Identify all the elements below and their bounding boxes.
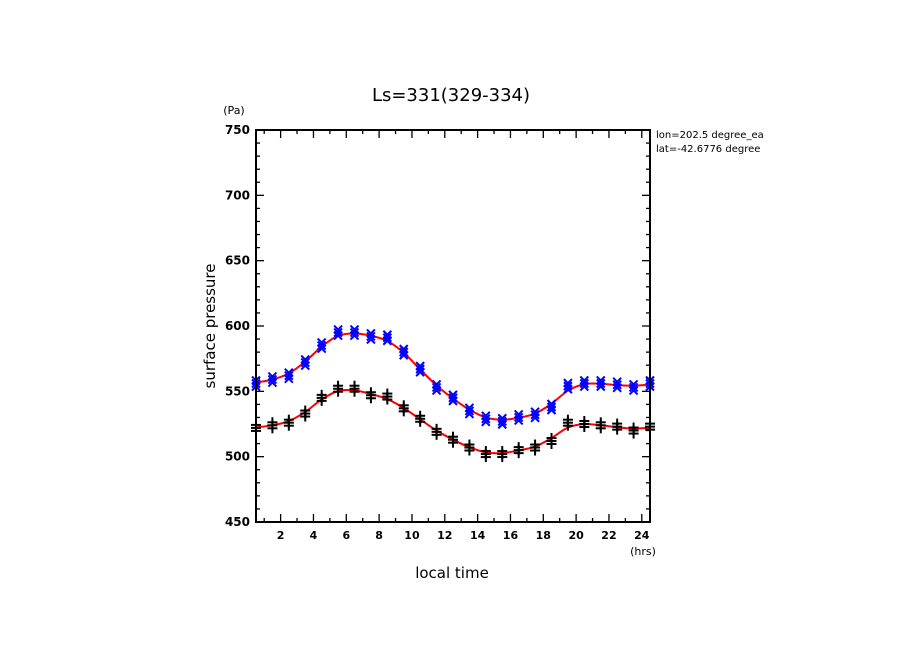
x-tick-label: 24 bbox=[634, 529, 650, 542]
data-point bbox=[399, 344, 409, 360]
data-point bbox=[366, 328, 376, 345]
data-point bbox=[464, 403, 475, 419]
data-point bbox=[333, 324, 343, 341]
x-tick-label: 2 bbox=[277, 529, 285, 542]
x-tick-label: 12 bbox=[437, 529, 452, 542]
data-point bbox=[546, 432, 557, 449]
data-point bbox=[595, 417, 606, 434]
x-tick-label: 14 bbox=[470, 529, 486, 542]
data-point bbox=[480, 446, 491, 463]
fit-line-0 bbox=[255, 332, 651, 421]
data-point bbox=[497, 446, 508, 463]
y-tick-label: 450 bbox=[225, 515, 250, 529]
data-point bbox=[267, 371, 278, 388]
x-tick-label: 22 bbox=[601, 529, 616, 542]
y-tick-label: 550 bbox=[225, 384, 250, 398]
y-tick-label: 750 bbox=[225, 123, 250, 137]
x-tick-label: 18 bbox=[536, 529, 551, 542]
data-point bbox=[530, 407, 540, 423]
data-point bbox=[365, 387, 376, 404]
data-point bbox=[612, 377, 622, 393]
y-tick-label: 700 bbox=[225, 188, 250, 202]
data-point bbox=[497, 413, 507, 430]
data-point bbox=[398, 400, 409, 417]
data-point bbox=[628, 422, 639, 439]
annotation-lat: lat=-42.6776 degree bbox=[656, 144, 760, 155]
x-tick-label: 8 bbox=[375, 529, 383, 542]
data-point bbox=[382, 388, 393, 405]
data-point bbox=[283, 414, 294, 431]
data-point bbox=[628, 379, 639, 396]
x-unit-label: (hrs) bbox=[630, 545, 656, 558]
data-point bbox=[481, 411, 491, 427]
y-tick-label: 650 bbox=[225, 254, 250, 268]
x-tick-label: 10 bbox=[404, 529, 420, 542]
data-point bbox=[562, 414, 573, 431]
data-point bbox=[349, 380, 360, 397]
data-point bbox=[431, 423, 442, 440]
data-point bbox=[284, 367, 294, 384]
plot-frame bbox=[255, 129, 651, 523]
axes: 2 4 6 8 10 12 14 16 18 20 22 2445050055060065070075… bbox=[225, 123, 650, 542]
data-point bbox=[431, 379, 442, 396]
data-point bbox=[349, 324, 360, 341]
x-axis-label: local time bbox=[415, 564, 489, 582]
data-point bbox=[300, 354, 310, 371]
annotation-lon: lon=202.5 degree_ea bbox=[656, 130, 764, 141]
data-point bbox=[579, 416, 590, 432]
data-point bbox=[415, 361, 425, 377]
data-point bbox=[415, 410, 426, 427]
data-point bbox=[596, 375, 606, 392]
data-point bbox=[513, 442, 524, 459]
y-tick-label: 600 bbox=[225, 319, 250, 333]
data-point bbox=[530, 439, 541, 456]
data-markers bbox=[251, 324, 655, 463]
data-point bbox=[382, 330, 393, 346]
data-point bbox=[267, 417, 278, 434]
y-unit-label: (Pa) bbox=[223, 104, 244, 117]
data-point bbox=[316, 389, 327, 406]
data-point bbox=[464, 439, 475, 456]
data-point bbox=[513, 409, 524, 426]
data-point bbox=[579, 375, 590, 392]
x-tick-label: 16 bbox=[503, 529, 519, 542]
x-tick-label: 6 bbox=[342, 529, 350, 542]
data-point bbox=[448, 390, 458, 406]
data-point bbox=[546, 399, 557, 415]
data-point bbox=[612, 418, 623, 435]
data-point bbox=[316, 337, 327, 354]
chart-title: Ls=331(329-334) bbox=[372, 85, 530, 106]
y-axis-label: surface pressure bbox=[201, 264, 219, 389]
data-point bbox=[448, 431, 458, 448]
data-point bbox=[563, 378, 573, 394]
x-tick-label: 4 bbox=[310, 529, 318, 542]
data-point bbox=[300, 405, 311, 422]
x-tick-label: 20 bbox=[568, 529, 584, 542]
y-tick-label: 500 bbox=[225, 450, 250, 464]
data-point bbox=[333, 380, 344, 397]
